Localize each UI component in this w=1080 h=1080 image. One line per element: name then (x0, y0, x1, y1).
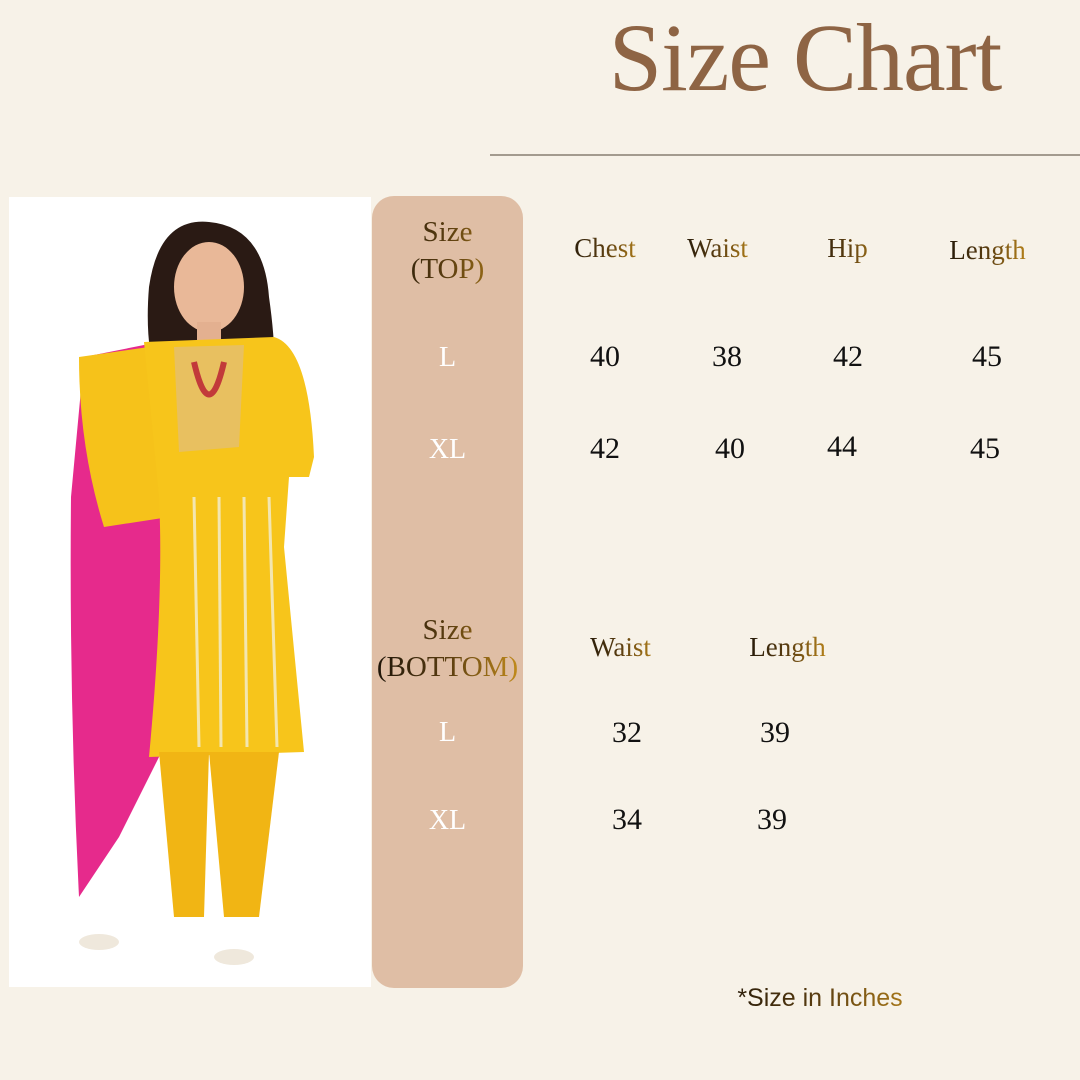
bottom-header-length: Length (740, 632, 835, 663)
top-size-label: Size (TOP) (372, 214, 523, 288)
bottom-size-label-line1: Size (422, 614, 473, 646)
top-header-waist: Waist (675, 233, 760, 264)
top-l-chest: 40 (590, 340, 620, 373)
bottom-size-label-line2: (BOTTOM) (376, 651, 519, 683)
top-xl-waist: 40 (715, 432, 745, 465)
bottom-xl-waist: 34 (612, 803, 642, 836)
top-header-length: Length (940, 235, 1035, 266)
top-row-size: XL (428, 434, 467, 465)
page-title: Size Chart (608, 4, 1003, 111)
units-note: *Size in Inches (700, 984, 940, 1013)
top-header-chest: Chest (560, 233, 650, 264)
product-photo (9, 197, 371, 987)
top-l-waist: 38 (712, 340, 742, 373)
title-divider (490, 154, 1080, 156)
bottom-l-waist: 32 (612, 716, 642, 749)
top-size-label-line2: (TOP) (410, 253, 485, 285)
bottom-header-waist: Waist (578, 632, 663, 663)
bottom-xl-length: 39 (757, 803, 787, 836)
size-column-band (372, 196, 523, 988)
top-xl-length: 45 (970, 432, 1000, 465)
bottom-row-size: L (438, 717, 457, 748)
top-l-hip: 42 (833, 340, 863, 373)
bottom-size-label: Size (BOTTOM) (372, 612, 523, 686)
top-xl-hip: 44 (827, 430, 857, 463)
bottom-row-size: XL (428, 805, 467, 836)
top-l-length: 45 (972, 340, 1002, 373)
top-size-label-line1: Size (422, 216, 473, 248)
top-row-size: L (438, 342, 457, 373)
top-header-hip: Hip (805, 233, 890, 264)
top-xl-chest: 42 (590, 432, 620, 465)
bottom-l-length: 39 (760, 716, 790, 749)
